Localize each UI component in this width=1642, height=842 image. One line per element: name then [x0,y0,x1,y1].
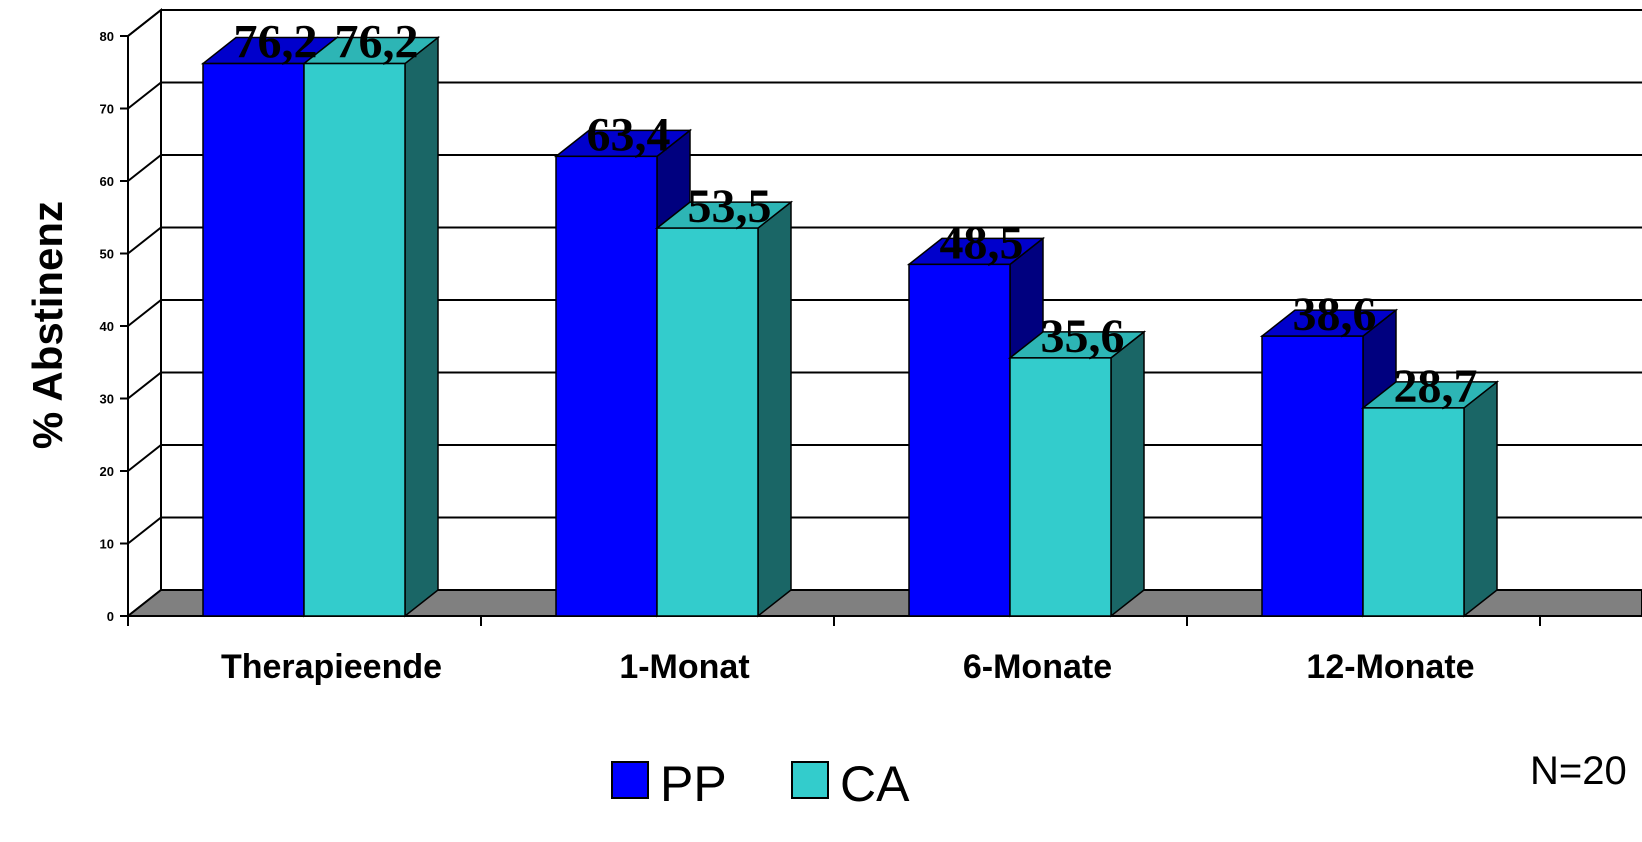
gridlines [127,9,1642,545]
gridline [127,226,1642,255]
legend: PP CA [611,756,910,812]
legend-swatch [791,761,829,799]
bar-side-face [757,200,792,618]
legend-label: PP [660,756,727,812]
y-tick-label: 0 [107,609,114,624]
gridline [127,516,1642,545]
data-labels: 76,2 76,2 63,4 53,5 48,5 35,6 38,6 28,7 [234,16,1478,413]
legend-item-ca: CA [791,756,910,812]
y-tick-label: 50 [100,247,114,262]
bar-front-face [555,155,658,617]
y-axis: 0 10 20 30 40 50 60 70 80 [100,29,129,624]
bar-side-face [1110,330,1145,618]
y-tick-label: 60 [100,174,114,189]
y-tick-label: 70 [100,102,114,117]
bar-front-face [656,227,759,617]
bar-front-face [303,62,406,617]
x-category-label: 12-Monate [1306,648,1474,686]
bar-front-face [908,263,1011,617]
legend-swatch [611,761,649,799]
y-tick-label: 40 [100,319,114,334]
data-label: 76,2 [335,16,419,69]
bar-side-face [404,36,439,618]
bar-front-face [1009,357,1112,617]
gridline [127,81,1642,110]
gridline [127,9,1642,37]
y-axis-title: % Abstinenz [24,201,71,449]
gridline [127,444,1642,472]
bars [200,36,1500,618]
legend-item-pp: PP [611,756,727,812]
bar-ca [1360,380,1500,618]
bar-ca [301,36,441,618]
data-label: 63,4 [587,108,671,161]
gridline [127,154,1642,182]
data-label: 38,6 [1293,288,1377,341]
y-tick-label: 30 [100,392,114,407]
bar-front-face [1261,335,1364,617]
y-tick-label: 20 [100,464,114,479]
data-label: 76,2 [234,16,318,69]
data-label: 53,5 [688,180,772,233]
data-label: 48,5 [940,216,1024,269]
data-label: 35,6 [1041,310,1125,363]
bar-side-face [1463,380,1498,618]
y-tick-label: 10 [100,537,114,552]
bar-ca [654,200,794,618]
x-axis: Therapieende 1-Monat 6-Monate 12-Monate [127,615,1642,686]
x-category-label: 1-Monat [619,648,749,686]
sample-size-note: N=20 [1530,749,1627,793]
bar-ca [1007,330,1147,618]
data-label: 28,7 [1394,360,1478,413]
legend-label: CA [840,756,910,812]
gridline [127,299,1642,327]
y-tick-label: 80 [100,29,114,44]
x-category-label: Therapieende [221,648,442,686]
x-category-label: 6-Monate [963,648,1112,686]
bar-front-face [1362,407,1465,617]
bar-front-face [202,62,305,617]
gridline [127,371,1642,400]
